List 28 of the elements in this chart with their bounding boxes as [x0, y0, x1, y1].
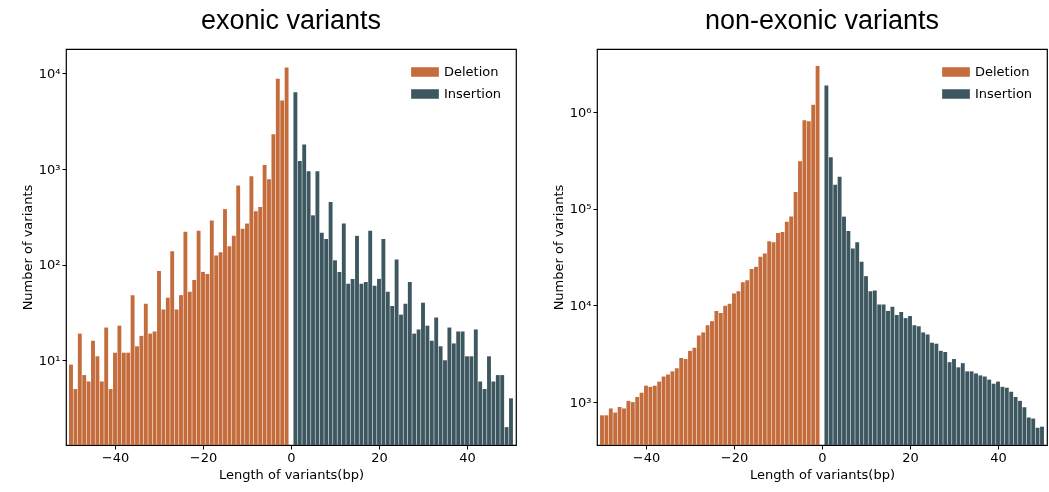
- x-axis-title: Length of variants(bp): [219, 466, 364, 482]
- chart-title: non-exonic variants: [704, 5, 940, 35]
- y-axis-title: Number of variants: [550, 184, 566, 311]
- legend-label: Deletion: [975, 64, 1030, 79]
- y-tick-label: 10⁴: [38, 65, 61, 81]
- x-axis-title: Length of variants(bp): [750, 466, 895, 482]
- chart-title: exonic variants: [200, 5, 382, 35]
- y-tick-label: 10³: [38, 161, 61, 177]
- x-tick-label: −20: [720, 449, 749, 465]
- legend-label: Insertion: [975, 86, 1033, 101]
- x-tick-label: 0: [818, 449, 827, 465]
- legend-label: Insertion: [444, 86, 502, 101]
- x-tick-label: 40: [990, 449, 1007, 465]
- y-axis-title: Number of variants: [19, 184, 35, 311]
- y-tick-label: 10⁵: [569, 201, 592, 217]
- y-tick-label: 10²: [38, 257, 61, 273]
- legend-label: Deletion: [444, 64, 499, 79]
- x-tick-label: 40: [459, 449, 476, 465]
- x-tick-label: 20: [902, 449, 919, 465]
- x-tick-label: 0: [287, 449, 296, 465]
- x-tick-label: −40: [632, 449, 661, 465]
- x-tick-label: −20: [189, 449, 218, 465]
- y-tick-label: 10³: [569, 394, 592, 410]
- y-tick-label: 10⁶: [569, 104, 592, 120]
- y-tick-label: 10⁴: [569, 297, 592, 313]
- x-tick-label: −40: [101, 449, 130, 465]
- x-tick-label: 20: [371, 449, 388, 465]
- y-tick-label: 10¹: [38, 352, 61, 368]
